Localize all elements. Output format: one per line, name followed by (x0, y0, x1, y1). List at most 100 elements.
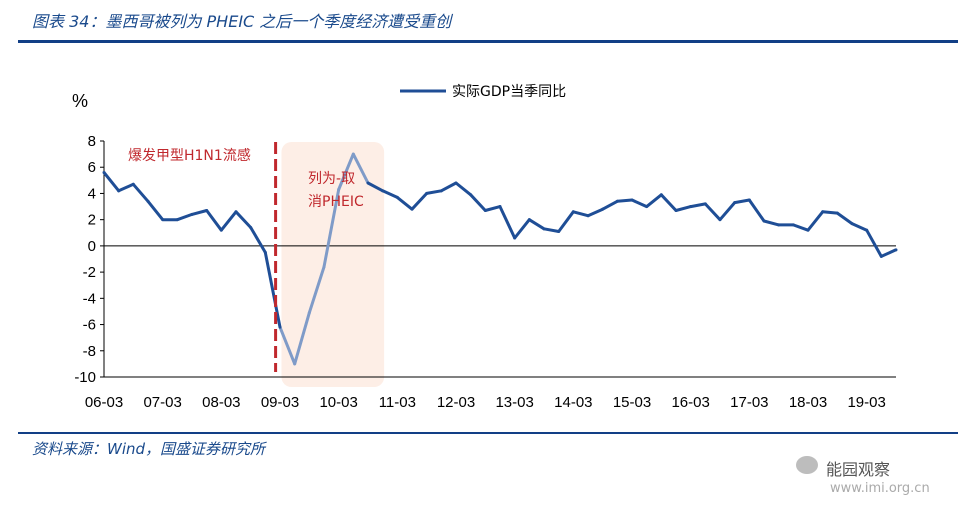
x-tick-label: 16-03 (671, 394, 709, 411)
series-point (307, 311, 311, 315)
series-point (146, 199, 150, 203)
series-point (190, 212, 194, 216)
series-point (439, 189, 443, 193)
series-point (205, 208, 209, 212)
series-point (762, 219, 766, 223)
series-point (630, 198, 634, 202)
x-tick-label: 11-03 (379, 394, 416, 411)
x-tick-label: 10-03 (319, 394, 357, 411)
series-point (410, 207, 414, 211)
y-unit-label: % (72, 91, 88, 111)
source-note: 资料来源：Wind，国盛证券研究所 (32, 440, 266, 458)
chart-title: 图表 34：墨西哥被列为 PHEIC 之后一个季度经济遭受重创 (32, 12, 452, 31)
legend-label: 实际GDP当季同比 (452, 84, 566, 100)
pheic-annotation-dash: - (336, 171, 341, 187)
series-point (366, 181, 370, 185)
series-point (322, 265, 326, 269)
series-point (219, 228, 223, 232)
x-tick-label: 19-03 (847, 394, 885, 411)
watermark-name: 能园观察 (826, 460, 891, 479)
series-point (337, 188, 341, 192)
series-points (102, 152, 898, 366)
series-point (571, 210, 575, 214)
series-point (351, 152, 355, 156)
x-tick-label: 06-03 (85, 394, 123, 411)
bottom-rule (18, 432, 958, 434)
series-point (425, 191, 429, 195)
x-tick-label: 15-03 (613, 394, 651, 411)
y-tick-label: -10 (74, 369, 96, 386)
x-tick-label: 09-03 (261, 394, 299, 411)
wechat-icon (796, 456, 818, 474)
series-point (850, 222, 854, 226)
y-tick-label: 4 (88, 185, 96, 202)
series-point (175, 218, 179, 222)
watermark-url: www.imi.org.cn (830, 481, 930, 496)
pheic-annotation-prefix: 列为 (308, 171, 336, 187)
series-point (102, 170, 106, 174)
h1n1-annotation: 爆发甲型H1N1流感 (128, 147, 251, 164)
series-point (234, 210, 238, 214)
series-point (777, 223, 781, 227)
x-tick-label: 07-03 (143, 394, 181, 411)
series-point (263, 250, 267, 254)
series-point (161, 218, 165, 222)
series-point (293, 362, 297, 366)
series-point (718, 218, 722, 222)
series-point (791, 223, 795, 227)
y-tick-label: 2 (88, 212, 96, 229)
series-point (674, 208, 678, 212)
y-tick-label: 6 (88, 159, 96, 176)
series-point (117, 189, 121, 193)
series-point (865, 228, 869, 232)
watermark: 能园观察 www.imi.org.cn (790, 450, 955, 505)
series-point (542, 227, 546, 231)
series-point (821, 210, 825, 214)
series-point (747, 198, 751, 202)
series-point (278, 325, 282, 329)
x-tick-label: 12-03 (437, 394, 475, 411)
y-tick-label: 0 (88, 238, 96, 255)
x-tick-label: 17-03 (730, 394, 768, 411)
series-point (615, 199, 619, 203)
series-point (659, 193, 663, 197)
series-point (894, 248, 898, 252)
pheic-annotation-middle: 取 (341, 171, 355, 187)
series-point (703, 202, 707, 206)
x-tick-label: 13-03 (495, 394, 533, 411)
y-tick-group: 8 6 4 2 0 -2 -4 -6 -8 -10 (74, 133, 104, 386)
series-line-gdp (102, 171, 282, 328)
series-point (835, 211, 839, 215)
series-point (806, 228, 810, 232)
series-point (879, 254, 883, 258)
y-tick-label: -4 (83, 290, 96, 307)
pheic-annotation-line1: 列为-取 (308, 171, 355, 187)
top-rule (18, 40, 958, 43)
series-point (249, 226, 253, 230)
series-point (483, 208, 487, 212)
x-tick-group: 06-03 07-03 08-03 09-03 10-03 11-03 12-03 13-03… (85, 394, 886, 411)
y-tick-label: -6 (83, 317, 96, 334)
series-point (513, 236, 517, 240)
line-chart: 8 6 4 2 0 -2 -4 -6 -8 -10 06-03 07-03 08-03 09-03 10-… (72, 84, 898, 411)
series-point (381, 189, 385, 193)
pheic-annotation-line2: 消PHEIC (308, 194, 364, 210)
y-tick-label: -2 (83, 264, 96, 281)
y-tick-label: 8 (88, 133, 96, 150)
x-tick-label: 18-03 (789, 394, 827, 411)
series-point (689, 205, 693, 209)
x-tick-label: 14-03 (554, 394, 592, 411)
x-tick-label: 08-03 (202, 394, 240, 411)
series-point (645, 205, 649, 209)
series-point (586, 214, 590, 218)
y-tick-label: -8 (83, 343, 96, 360)
series-point (498, 205, 502, 209)
series-point (557, 229, 561, 233)
series-point (733, 201, 737, 205)
series-point (527, 218, 531, 222)
series-point (454, 181, 458, 185)
series-point (469, 193, 473, 197)
series-point (395, 195, 399, 199)
series-point (601, 207, 605, 211)
series-point (131, 182, 135, 186)
